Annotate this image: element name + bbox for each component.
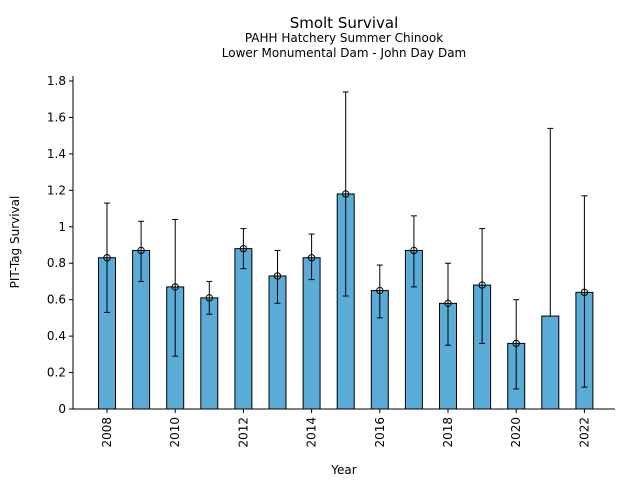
point-marker-2017 bbox=[410, 246, 418, 255]
point-marker-2013 bbox=[273, 272, 282, 280]
bar-group-2012 bbox=[234, 228, 253, 410]
bar-group-2014 bbox=[302, 233, 321, 410]
y-tick-label: 0.4 bbox=[47, 329, 66, 343]
y-axis-ticks: 0 0.2 0.4 0.6 0.8 1 1.2 1.4 1.6 1.8 bbox=[47, 74, 73, 416]
point-marker-2015 bbox=[342, 190, 350, 198]
x-tick-label: 2020 bbox=[509, 417, 523, 448]
x-tick-label: 2016 bbox=[373, 417, 387, 448]
y-tick-label: 1.4 bbox=[47, 147, 66, 161]
y-tick-label: 1.8 bbox=[47, 74, 66, 88]
x-tick-label: 2012 bbox=[236, 417, 250, 448]
point-marker-2008 bbox=[103, 254, 111, 262]
x-tick-label: 2010 bbox=[168, 417, 182, 448]
y-tick-label: 0.2 bbox=[47, 366, 66, 380]
bar-group-2010 bbox=[166, 218, 185, 410]
point-marker-2011 bbox=[205, 294, 214, 302]
x-axis-ticks: 2008 2010 2012 2014 2016 2018 2020 2022 bbox=[100, 409, 591, 448]
bar-group-2019 bbox=[473, 228, 492, 410]
bar-group-2022 bbox=[575, 195, 594, 410]
x-tick-label: 2018 bbox=[441, 417, 455, 448]
bar-2012 bbox=[234, 248, 253, 410]
point-marker-2019 bbox=[478, 281, 486, 289]
bar-2021 bbox=[541, 315, 560, 410]
y-tick-label: 0.6 bbox=[47, 293, 66, 307]
x-tick-label: 2022 bbox=[577, 417, 591, 448]
bar-group-2021 bbox=[541, 127, 560, 410]
point-marker-2020 bbox=[512, 339, 520, 348]
point-marker-2012 bbox=[239, 244, 248, 253]
point-marker-2018 bbox=[444, 299, 452, 308]
y-tick-label: 0 bbox=[58, 402, 66, 416]
point-marker-2016 bbox=[376, 286, 384, 295]
point-marker-2009 bbox=[137, 246, 145, 255]
bar-group-2020 bbox=[507, 299, 526, 410]
point-marker-2014 bbox=[307, 254, 316, 262]
x-tick-label: 2014 bbox=[305, 417, 319, 448]
x-axis-label: Year bbox=[330, 463, 356, 477]
chart-subtitle-population: PAHH Hatchery Summer Chinook bbox=[245, 31, 443, 45]
bar-group-2008 bbox=[98, 202, 116, 410]
bar-group-2016 bbox=[370, 264, 389, 410]
y-tick-label: 1.2 bbox=[47, 183, 66, 197]
bar-group-2013 bbox=[268, 249, 287, 410]
bar-2014 bbox=[302, 257, 321, 410]
bar-group-2018 bbox=[439, 262, 457, 410]
bar-group-2011 bbox=[200, 280, 219, 410]
bar-group-2017 bbox=[404, 215, 423, 410]
chart-title: Smolt Survival bbox=[290, 14, 399, 32]
y-tick-label: 0.8 bbox=[47, 256, 66, 270]
x-tick-label: 2008 bbox=[100, 417, 114, 448]
chart-subtitle-reach: Lower Monumental Dam - John Day Dam bbox=[222, 46, 467, 60]
y-tick-label: 1.6 bbox=[47, 110, 66, 124]
bar-group-2015 bbox=[336, 91, 355, 410]
bar-group-2009 bbox=[132, 220, 151, 410]
y-axis-label: PIT-Tag Survival bbox=[8, 196, 22, 289]
point-marker-2010 bbox=[171, 283, 179, 291]
plot-area bbox=[98, 91, 594, 410]
y-tick-label: 1 bbox=[58, 220, 66, 234]
point-marker-2022 bbox=[580, 288, 589, 297]
